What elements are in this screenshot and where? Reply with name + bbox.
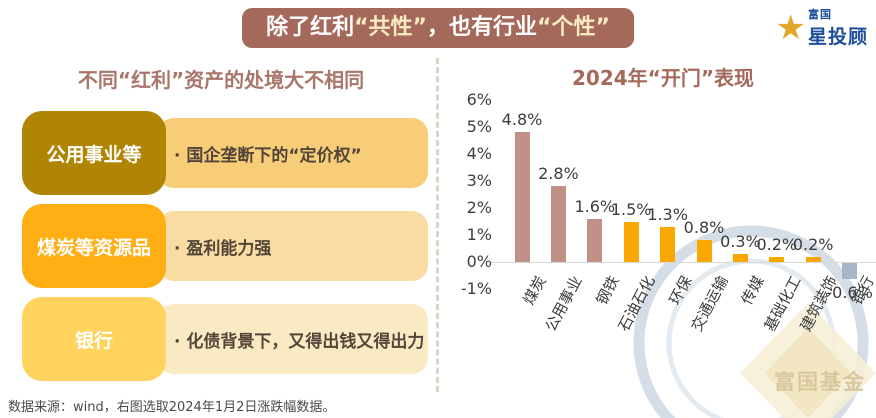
x-axis-label-煤炭: 煤炭 [519,272,550,308]
x-axis-label-钢铁: 钢铁 [592,272,623,308]
desc-box-utilities: · 国企垄断下的“定价权” [158,118,428,188]
y-axis-tick: 2% [466,198,492,217]
bar-石油石化 [623,221,639,262]
banner-text-1: 除了红利 [266,15,355,40]
bar-value-label: 1.5% [610,199,652,219]
star-icon: ★ [775,7,806,48]
page-title-banner: 除了红利“共性”，也有行业“个性” [242,8,634,48]
bar-value-label: 2.8% [538,164,579,184]
left-panel-title: 不同“红利”资产的处境大不相同 [77,68,365,92]
bar-煤炭 [514,132,530,262]
brand-name-large: 星投顾 [807,26,868,48]
info-row-banks: · 化债背景下，又得出钱又得出力 银行 [14,297,428,381]
banner-text-2: ，也有行业 [427,15,538,40]
bar-value-label: 4.8% [501,110,543,130]
y-axis-tick: 3% [466,171,492,190]
bar-公用事业 [550,186,566,262]
label-box-banks: 银行 [22,297,166,381]
brand-name-small: 富国 [807,8,832,21]
x-axis-label-环保: 环保 [665,272,696,308]
y-axis-tick: 5% [466,117,492,136]
bar-value-label: 1.3% [647,204,688,224]
bar-传媒 [732,253,748,262]
label-box-utilities: 公用事业等 [22,111,166,195]
vertical-divider [436,58,439,392]
info-row-coal: · 盈利能力强 煤炭等资源品 [14,204,428,288]
desc-box-banks: · 化债背景下，又得出钱又得出力 [158,304,428,374]
bar-value-label: 0.2% [792,234,834,254]
y-axis-tick: 1% [466,225,492,244]
bar-银行 [842,263,858,280]
chart-title: 2024年“开门”表现 [572,66,754,90]
bar-基础化工 [769,256,785,262]
brand-logo: ★ 富国 星投顾 [776,6,869,49]
info-row-utilities: · 国企垄断下的“定价权” 公用事业等 [14,111,428,195]
bar-chart: 2024年“开门”表现 6% 5% 4% 3% 2% 1% 0% -1% 4.8% 煤炭 2.8% 公… [450,62,876,402]
data-source-note: 数据来源：wind，右图选取2024年1月2日涨跌幅数据。 [8,400,336,415]
y-axis-tick: 0% [466,252,492,271]
x-axis-line [490,262,876,263]
y-axis-tick: 6% [466,90,492,109]
bar-建筑装饰 [805,256,821,262]
desc-box-coal: · 盈利能力强 [158,211,428,281]
banner-text-highlight-2: “个性” [537,15,610,40]
bar-钢铁 [587,218,603,262]
left-panel: 不同“红利”资产的处境大不相同 · 国企垄断下的“定价权” 公用事业等 · 盈利… [14,64,428,390]
chart-plot-area: 6% 5% 4% 3% 2% 1% 0% -1% 4.8% 煤炭 2.8% 公用事业 1.6% 钢铁 1.5… [461,90,876,334]
label-box-coal: 煤炭等资源品 [22,204,166,288]
x-axis-label-传媒: 传媒 [738,272,769,308]
bar-value-label: 1.6% [574,196,616,216]
y-axis-tick: -1% [460,279,492,298]
y-axis-tick: 4% [466,144,492,163]
banner-text-highlight-1: “共性” [354,15,427,40]
